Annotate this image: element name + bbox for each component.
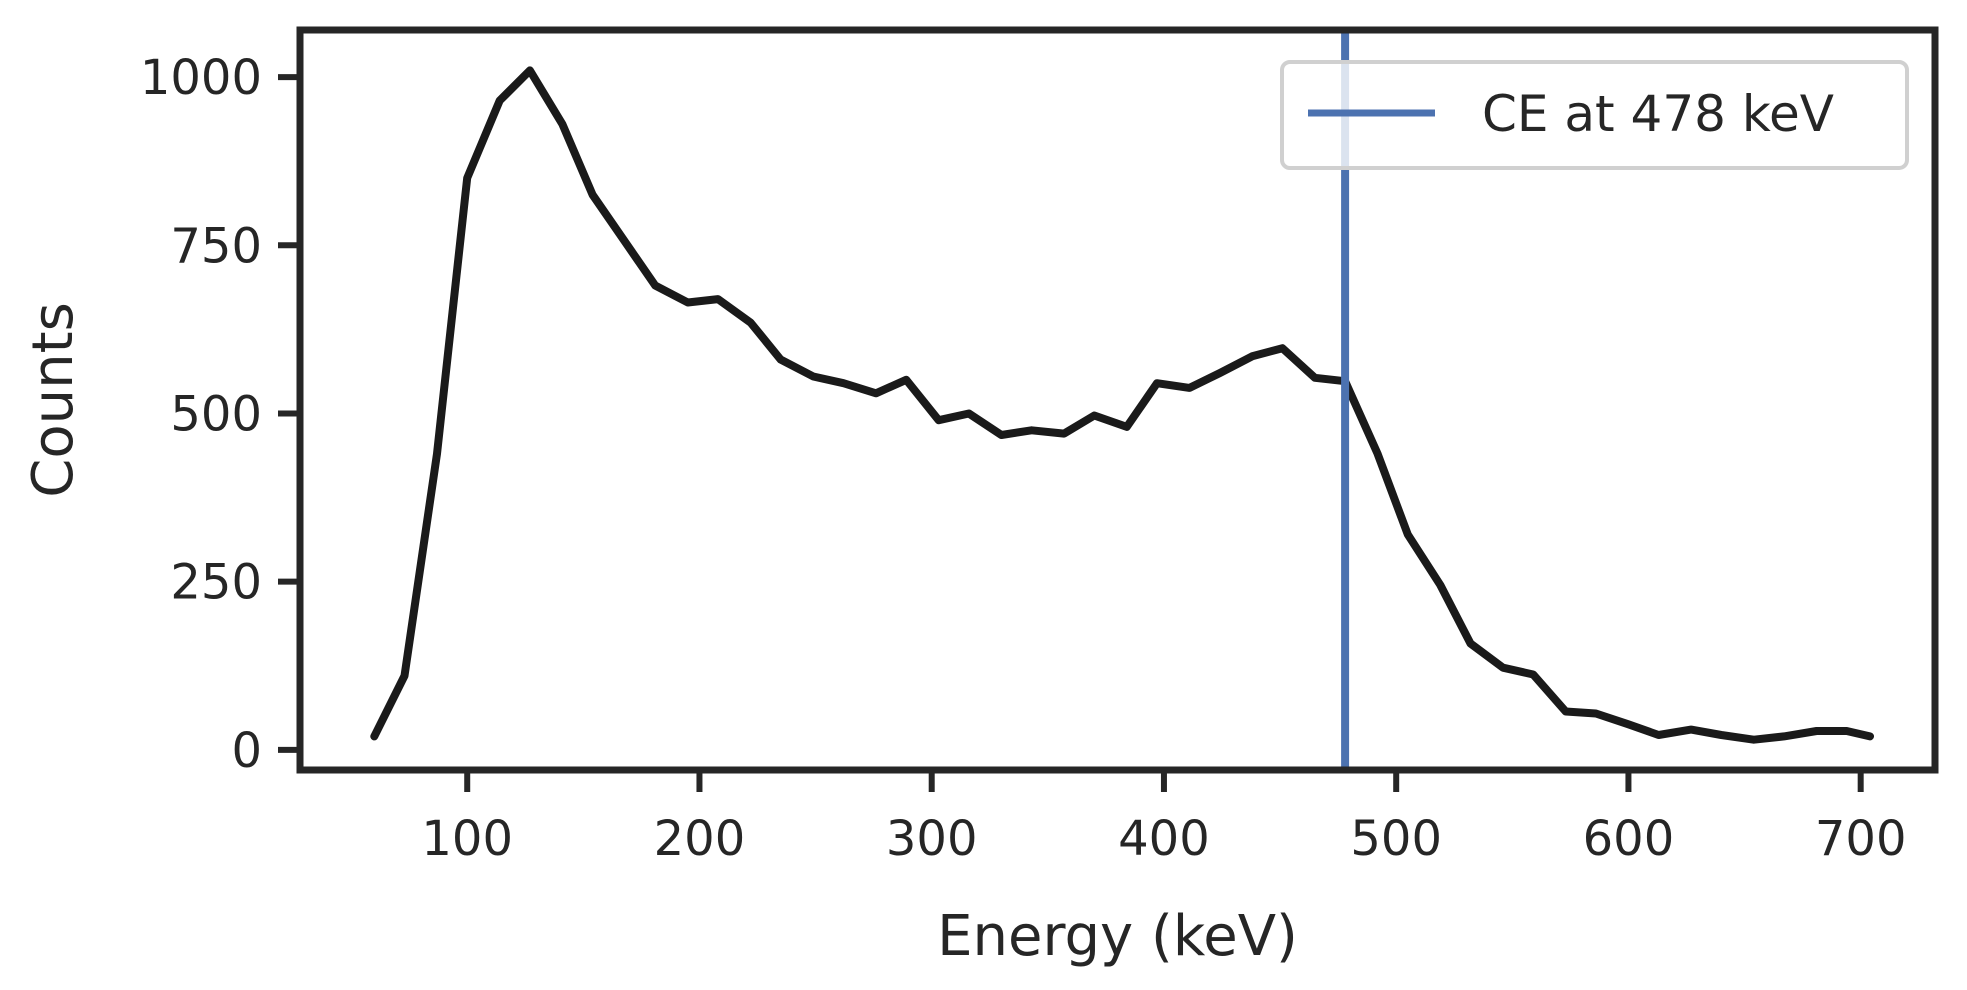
- legend-box: [1280, 60, 1909, 170]
- axes-frame: [296, 26, 1939, 774]
- x-tick-label-600: 600: [1583, 811, 1675, 867]
- x-tick-label-500: 500: [1350, 811, 1442, 867]
- x-tick-label-400: 400: [1118, 811, 1210, 867]
- x-axis-ticks: 100 200 300 400 500 600 700: [421, 770, 1906, 867]
- x-tick-label-700: 700: [1815, 811, 1907, 867]
- y-tick-label-500: 500: [170, 386, 262, 442]
- y-tick-label-1000: 1000: [140, 50, 262, 106]
- y-tick-label-0: 0: [231, 723, 262, 779]
- y-axis-label: Counts: [21, 302, 86, 497]
- x-tick-label-300: 300: [886, 811, 978, 867]
- x-axis-label: Energy (keV): [937, 904, 1298, 969]
- y-axis-ticks: 0 250 500 750 1000: [140, 50, 300, 779]
- series-line-spectrum: [370, 66, 1874, 744]
- y-tick-label-750: 750: [170, 218, 262, 274]
- x-tick-label-100: 100: [421, 811, 513, 867]
- legend: CE at 478 keV: [1280, 60, 1909, 170]
- y-tick-label-250: 250: [170, 555, 262, 611]
- x-tick-label-200: 200: [654, 811, 746, 867]
- legend-label-ce: CE at 478 keV: [1482, 85, 1834, 143]
